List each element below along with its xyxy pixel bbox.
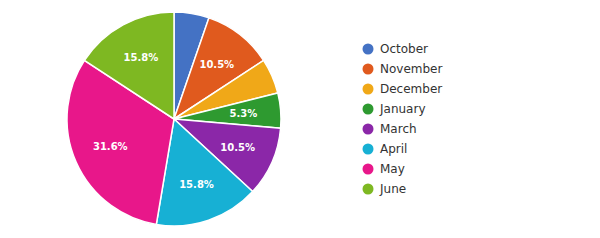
data-label: 15.8% <box>124 52 159 63</box>
legend-item: May <box>363 162 405 176</box>
legend-item: March <box>363 122 417 136</box>
legend: October November December January March April… <box>363 42 443 196</box>
legend-swatch <box>363 124 374 135</box>
data-label: 5.3% <box>229 108 257 119</box>
legend-label: March <box>380 122 417 136</box>
legend-item: January <box>363 102 426 116</box>
legend-label: December <box>380 82 442 96</box>
legend-label: May <box>380 162 405 176</box>
data-label: 10.5% <box>220 142 255 153</box>
legend-label: January <box>379 102 426 116</box>
legend-swatch <box>363 84 374 95</box>
legend-swatch <box>363 164 374 175</box>
data-label: 31.6% <box>93 141 128 152</box>
legend-item: April <box>363 142 408 156</box>
legend-item: November <box>363 62 443 76</box>
legend-swatch <box>363 44 374 55</box>
pie-slice <box>84 12 174 119</box>
legend-item: June <box>363 182 407 196</box>
legend-swatch <box>363 104 374 115</box>
legend-swatch <box>363 64 374 75</box>
legend-swatch <box>363 184 374 195</box>
legend-label: April <box>380 142 407 156</box>
legend-label: October <box>380 42 428 56</box>
legend-item: October <box>363 42 429 56</box>
legend-swatch <box>363 144 374 155</box>
data-label: 10.5% <box>199 59 234 70</box>
legend-label: June <box>379 182 406 196</box>
data-label: 15.8% <box>179 179 214 190</box>
chart: 10.5% 5.3% 10.5% 15.8% 31.6% 15.8% October Nove… <box>0 0 600 238</box>
pie <box>67 12 281 226</box>
legend-item: December <box>363 82 443 96</box>
data-labels: 10.5% 5.3% 10.5% 15.8% 31.6% 15.8% <box>93 52 257 190</box>
legend-label: November <box>380 62 442 76</box>
